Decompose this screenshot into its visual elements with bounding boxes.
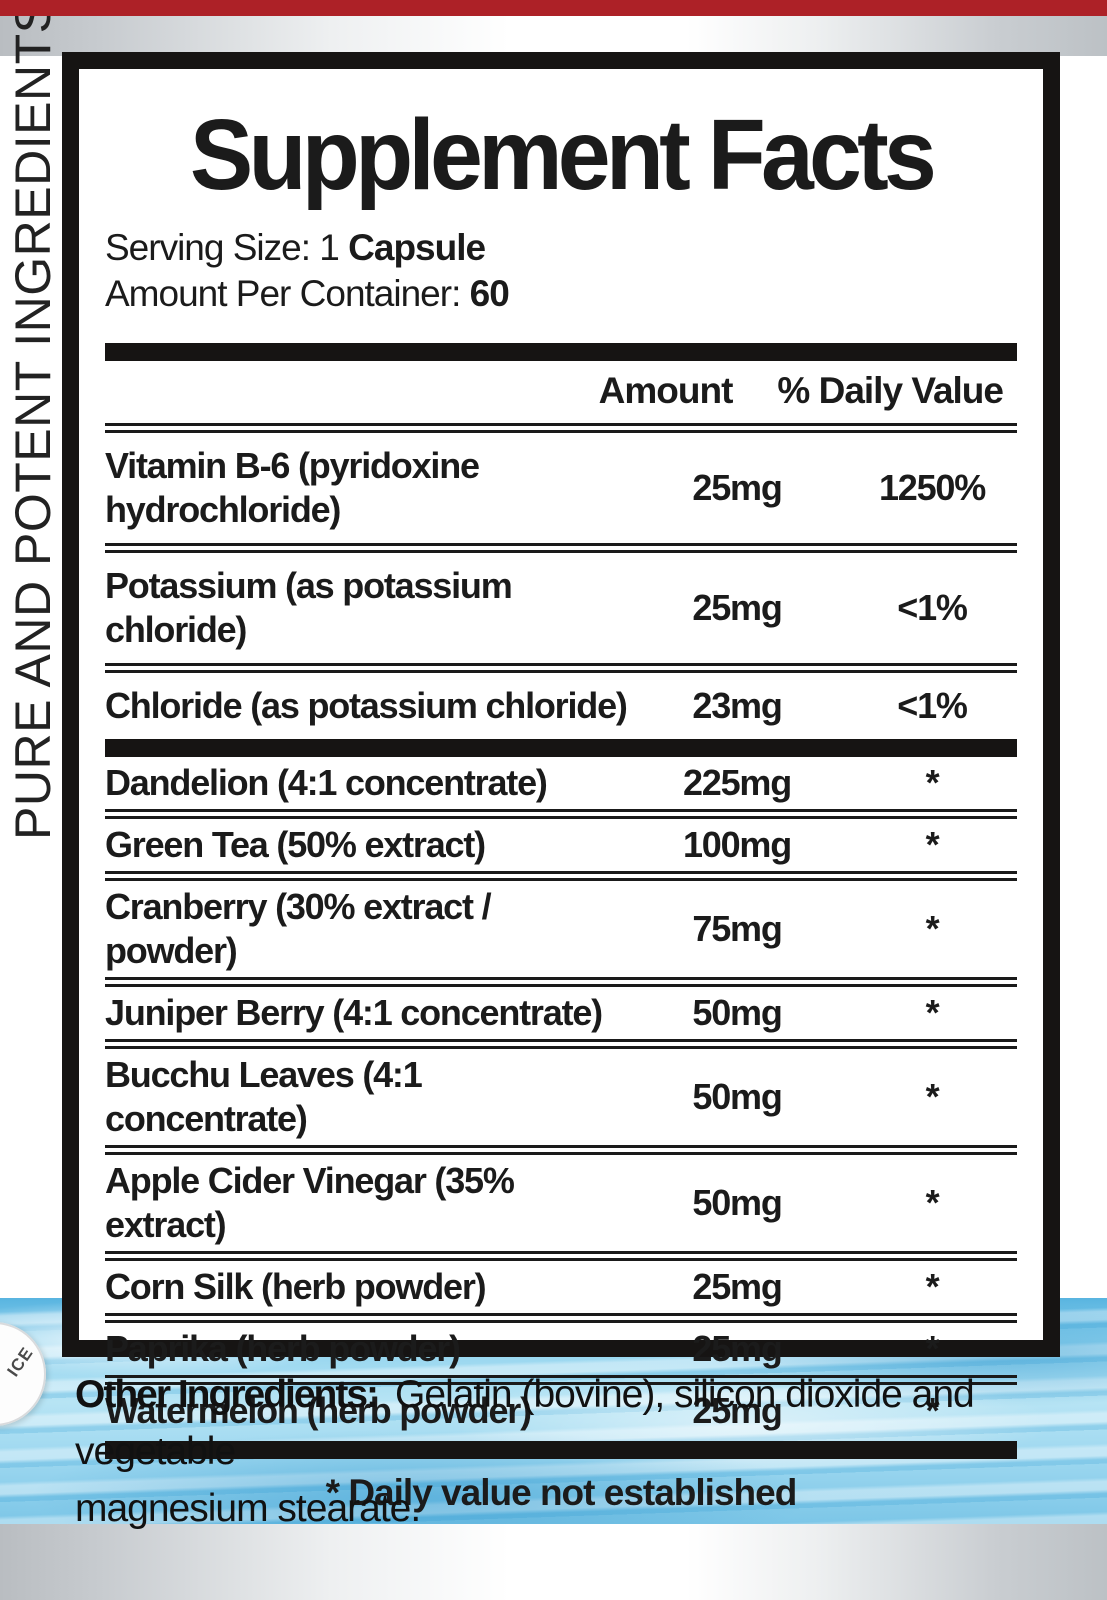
amount-per-container-line: Amount Per Container: 60 <box>105 271 1017 317</box>
table-header: Amount % Daily Value <box>105 361 1017 423</box>
seal-badge-text: ICE <box>3 1343 37 1380</box>
other-ingredients-label: Other Ingredients: <box>75 1373 379 1416</box>
ingredient-amount: 75mg <box>692 908 782 949</box>
ingredient-amount: 23mg <box>692 685 782 726</box>
ingredient-name: Chloride (as potassium chloride) <box>105 685 628 726</box>
row-divider <box>105 1145 1017 1155</box>
row-divider <box>105 423 1017 433</box>
herb-rows-group: Dandelion (4:1 concentrate) 225mg * Green T… <box>105 757 1017 1437</box>
ingredient-name: Paprika (herb powder) <box>105 1328 461 1369</box>
top-red-strip <box>0 0 1107 16</box>
ingredient-name: Bucchu Leaves (4:1 concentrate) <box>105 1054 423 1139</box>
table-row: Apple Cider Vinegar (35% extract) 50mg * <box>105 1155 1017 1251</box>
table-row: Watermelon (herb powder) 25mg * <box>105 1385 1017 1437</box>
panel-title: Supplement Facts <box>189 99 937 211</box>
ingredient-name: Juniper Berry (4:1 concentrate) <box>105 992 603 1033</box>
amount-per-container-value: 60 <box>469 273 510 314</box>
other-ingredients-line2: magnesium stearate. <box>75 1487 421 1530</box>
table-row: Cranberry (30% extract / powder) 75mg * <box>105 881 1017 977</box>
table-row: Dandelion (4:1 concentrate) 225mg * <box>105 757 1017 809</box>
ingredient-amount: 25mg <box>692 587 782 628</box>
ingredient-dv: * <box>925 1390 940 1431</box>
column-daily-value: % Daily Value <box>777 370 1004 411</box>
row-divider <box>105 1251 1017 1261</box>
ingredient-dv: * <box>925 1266 940 1307</box>
table-row: Bucchu Leaves (4:1 concentrate) 50mg * <box>105 1049 1017 1145</box>
ingredient-amount: 25mg <box>692 1266 782 1307</box>
amount-per-container-label: Amount Per Container: <box>105 273 470 314</box>
row-divider <box>105 977 1017 987</box>
row-divider <box>105 1313 1017 1323</box>
ingredient-dv: * <box>925 824 940 865</box>
ingredient-amount: 50mg <box>692 1076 782 1117</box>
ingredient-dv: 1250% <box>878 467 986 508</box>
ingredient-amount: 50mg <box>692 992 782 1033</box>
ingredient-dv: <1% <box>897 587 968 628</box>
ingredient-name: Vitamin B-6 (pyridoxine hydrochloride) <box>105 445 480 530</box>
row-divider <box>105 543 1017 553</box>
ingredient-name: Watermelon (herb powder) <box>105 1390 532 1431</box>
table-row: Corn Silk (herb powder) 25mg * <box>105 1261 1017 1313</box>
ingredient-name: Apple Cider Vinegar (35% extract) <box>105 1160 515 1245</box>
ingredient-amount: 25mg <box>692 467 782 508</box>
ingredient-name: Cranberry (30% extract / powder) <box>105 886 492 971</box>
ingredient-name: Dandelion (4:1 concentrate) <box>105 762 548 803</box>
ingredient-dv: * <box>925 1328 940 1369</box>
ingredient-dv: * <box>925 908 940 949</box>
ingredient-dv: * <box>925 762 940 803</box>
serving-size-value: Capsule <box>348 227 486 268</box>
ingredient-amount: 25mg <box>692 1328 782 1369</box>
row-divider <box>105 809 1017 819</box>
other-ingredients-line1: Gelatin (bovine), silicon dioxide and ve… <box>75 1373 975 1473</box>
ingredient-name: Potassium (as potassium chloride) <box>105 565 513 650</box>
ingredient-name: Corn Silk (herb powder) <box>105 1266 487 1307</box>
thick-divider <box>105 739 1017 757</box>
table-row: Vitamin B-6 (pyridoxine hydrochloride) 25… <box>105 433 1017 543</box>
serving-size-line: Serving Size: 1 Capsule <box>105 225 1017 271</box>
ingredient-name: Green Tea (50% extract) <box>105 824 486 865</box>
column-amount: Amount <box>598 370 734 411</box>
mineral-rows-group: Vitamin B-6 (pyridoxine hydrochloride) 25… <box>105 433 1017 739</box>
ingredient-dv: * <box>925 992 940 1033</box>
supplement-facts-panel: Supplement Facts Serving Size: 1 Capsule… <box>62 52 1060 1513</box>
ingredient-dv: * <box>925 1076 940 1117</box>
table-row: Chloride (as potassium chloride) 23mg <1% <box>105 673 1017 739</box>
bottom-metal-band <box>0 1524 1107 1600</box>
row-divider <box>105 871 1017 881</box>
ingredient-amount: 25mg <box>692 1390 782 1431</box>
other-ingredients: Other Ingredients: Gelatin (bovine), sili… <box>75 1366 1080 1537</box>
table-row: Juniper Berry (4:1 concentrate) 50mg * <box>105 987 1017 1039</box>
ingredient-amount: 100mg <box>682 824 792 865</box>
table-row: Paprika (herb powder) 25mg * <box>105 1323 1017 1375</box>
row-divider <box>105 1375 1017 1385</box>
thick-divider <box>105 1441 1017 1459</box>
table-row: Potassium (as potassium chloride) 25mg <1% <box>105 553 1017 663</box>
ingredient-amount: 225mg <box>682 762 792 803</box>
table-row: Green Tea (50% extract) 100mg * <box>105 819 1017 871</box>
row-divider <box>105 663 1017 673</box>
side-vertical-text: PURE AND POTENT INGREDIENTS <box>5 0 61 840</box>
serving-size-label: Serving Size: 1 <box>105 227 349 268</box>
ingredient-dv: * <box>925 1182 940 1223</box>
ingredient-dv: <1% <box>897 685 968 726</box>
row-divider <box>105 1039 1017 1049</box>
thick-divider <box>105 343 1017 361</box>
daily-value-footnote: * Daily value not established <box>325 1472 798 1513</box>
ingredient-amount: 50mg <box>692 1182 782 1223</box>
